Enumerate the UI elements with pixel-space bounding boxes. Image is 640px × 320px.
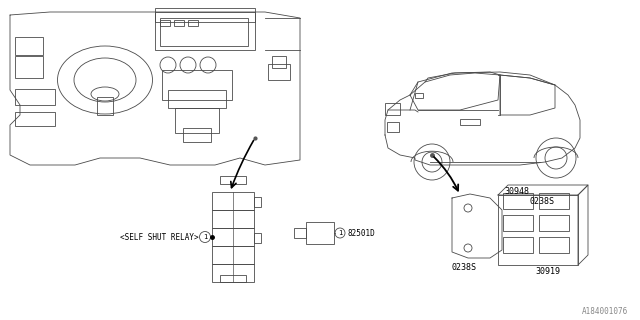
Bar [175,108,219,133]
Bar [503,215,533,231]
Text: <SELF SHUT RELAY>: <SELF SHUT RELAY> [120,233,199,242]
Bar [387,122,399,132]
Bar [268,64,290,80]
Text: 0238S: 0238S [452,263,477,273]
Bar [539,237,569,253]
Bar [168,90,226,108]
Text: 0238S: 0238S [530,197,555,206]
Text: 1: 1 [203,234,207,240]
Bar [539,215,569,231]
Bar [503,193,533,209]
Bar [174,20,184,26]
Bar [162,70,232,100]
Bar [15,89,55,105]
Bar [220,176,246,184]
Text: 30919: 30919 [535,268,560,276]
Bar [160,20,170,26]
Bar [160,18,248,46]
Text: A184001076: A184001076 [582,308,628,316]
Bar [539,193,569,209]
Bar [212,264,254,282]
Bar [15,56,43,78]
Bar [15,37,43,55]
Bar [503,237,533,253]
Bar [188,20,198,26]
Text: 82501D: 82501D [348,228,376,237]
Text: 1: 1 [338,230,342,236]
Bar [15,112,55,126]
Bar [183,128,211,142]
Bar [460,119,480,125]
Bar [294,228,306,238]
Bar [212,228,254,246]
Bar [254,233,261,243]
Bar [212,210,254,228]
Bar [212,192,254,210]
Bar [220,275,246,282]
Bar [498,195,578,265]
Bar [385,103,400,115]
Bar [415,93,423,98]
Bar [254,197,261,207]
Bar [306,222,334,244]
Bar [97,97,113,115]
Text: 30948: 30948 [504,188,529,196]
Bar [272,56,286,68]
Bar [212,246,254,264]
Bar [155,12,255,50]
Bar [155,8,255,22]
